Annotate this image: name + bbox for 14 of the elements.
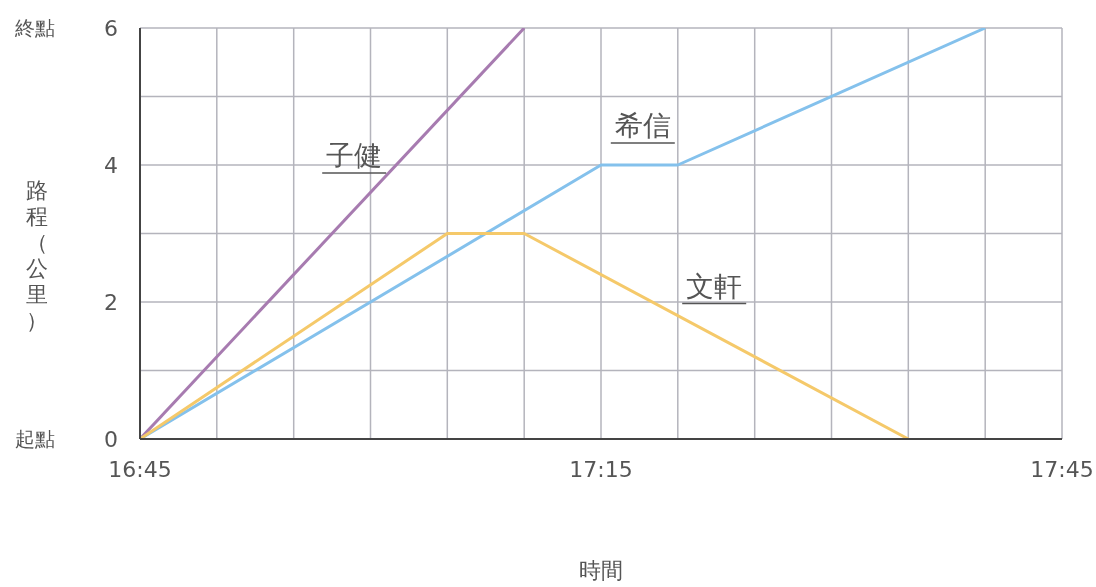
x-tick-label: 17:15	[569, 457, 633, 482]
x-tick-label: 17:45	[1030, 457, 1094, 482]
y-tick-label: 0	[104, 427, 118, 452]
y-axis-title: 路程（公里）	[25, 178, 49, 334]
x-tick-label: 16:45	[108, 457, 172, 482]
series-label: 子健	[326, 139, 383, 172]
series-label: 文軒	[686, 269, 743, 303]
y-tick-label: 6	[104, 16, 118, 41]
y-tick-label: 2	[104, 290, 118, 315]
y-tick-label: 4	[104, 153, 118, 178]
series-label: 希信	[614, 109, 671, 142]
x-axis-title: 時間	[578, 557, 624, 585]
text: 終點	[15, 15, 55, 42]
text: 起點	[15, 426, 55, 453]
